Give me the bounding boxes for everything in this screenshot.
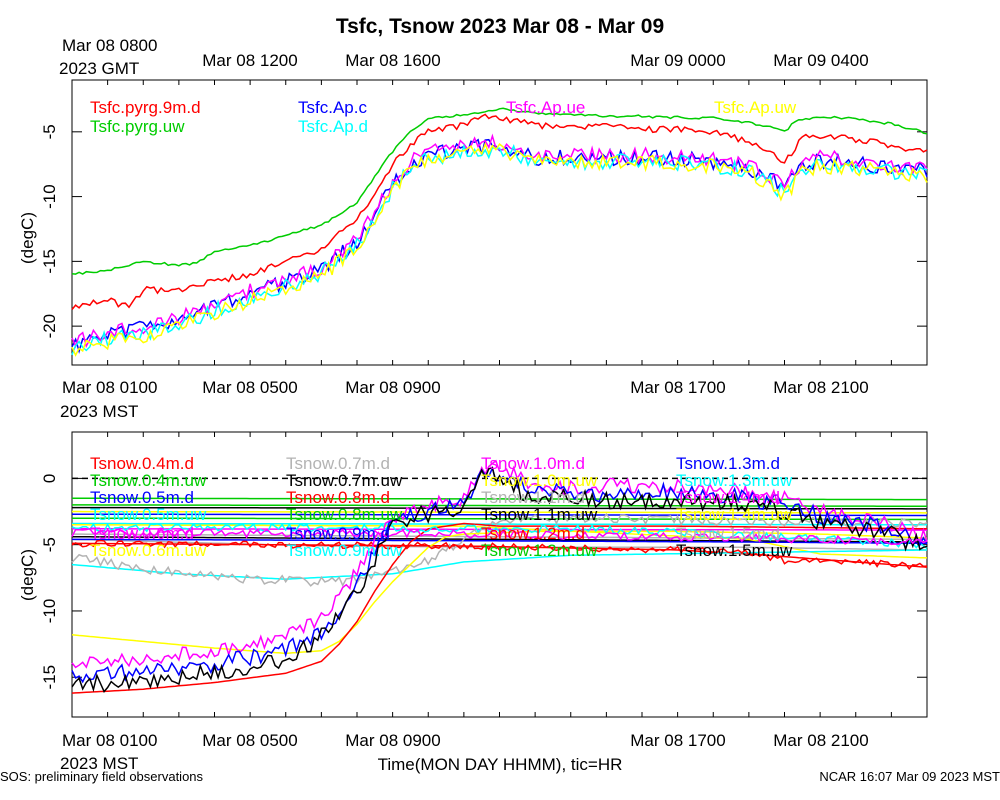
mid-axis-tick-labels: Mar 08 0500 Mar 08 0900 Mar 08 1700 Mar 08 …	[202, 378, 868, 397]
time-tick-label: Mar 09 0400	[773, 51, 868, 70]
panel-tsnow-y-ticks: -15 -10 -5 0	[40, 432, 928, 717]
series-line-tsnow-1-4m-d	[72, 528, 927, 531]
legend-item: Tsnow.1.5m.d	[676, 524, 780, 543]
panel-tsnow-ylabel: (degC)	[18, 549, 37, 601]
y-tick-label: -20	[40, 314, 59, 339]
chart-title: Tsfc, Tsnow 2023 Mar 08 - Mar 09	[336, 15, 664, 38]
series-line-tsnow-0-6m-uw	[71, 530, 928, 655]
series-line-tsnow-0-4m-d	[71, 539, 928, 570]
legend-item: Tsnow.0.8m.d	[286, 488, 390, 507]
legend-item: Tsnow.0.5m.d	[90, 488, 194, 507]
legend-item: Tsnow.1.4m.uw	[676, 505, 793, 524]
legend-item: Tsnow.0.9m.d	[286, 524, 390, 543]
series-line-tsnow-1-2m-uw	[72, 517, 927, 521]
panel-tsfc-legend: Tsfc.pyrg.9m.dTsfc.pyrg.uwTsfc.Ap.cTsfc.…	[90, 98, 797, 136]
time-tick-label: Mar 08 1200	[202, 51, 297, 70]
series-line-tsfc-pyrg-uw	[71, 107, 928, 275]
series-line-tsnow-1-2m-d	[71, 542, 928, 568]
top-axis-timezone: 2023 GMT	[59, 59, 139, 78]
series-line-tsnow-0-8m-d	[71, 522, 928, 694]
series-line-tsfc-ap-d	[71, 143, 928, 356]
legend-item: Tsnow.0.7m.uw	[286, 471, 403, 490]
y-tick-label: -5	[40, 124, 59, 139]
y-tick-label: -15	[40, 665, 59, 690]
panel-tsfc-ylabel: (degC)	[18, 212, 37, 264]
legend-item: Tsnow.1.0m.d	[481, 454, 585, 473]
y-tick-label: -15	[40, 249, 59, 274]
panel-tsnow-series	[71, 459, 928, 694]
series-line-tsnow-1-0m-d	[71, 459, 928, 669]
bottom-axis-timezone: 2023 MST	[60, 754, 138, 773]
time-tick-label: Mar 08 2100	[773, 378, 868, 397]
legend-item: Tsnow.0.4m.d	[90, 454, 194, 473]
series-line-tsnow-0-8m-uw	[72, 504, 927, 507]
legend-item: Tsnow.0.7m.d	[286, 454, 390, 473]
time-tick-label: Mar 08 2100	[773, 731, 868, 750]
series-line-tsnow-1-3m-d	[72, 513, 927, 517]
time-tick-label: Mar 08 1600	[345, 51, 440, 70]
series-line-tsfc-pyrg-9m-d	[71, 113, 928, 310]
time-tick-label: Mar 09 0000	[630, 51, 725, 70]
series-line-tsnow-0-6m-d	[71, 527, 928, 547]
series-line-tsnow-0-7m-uw	[71, 466, 928, 693]
y-tick-label: -10	[40, 599, 59, 624]
series-line-tsnow-0-4m-uw	[72, 497, 927, 501]
time-tick-label: Mar 08 0900	[345, 731, 440, 750]
bottom-axis-tick-labels: Mar 08 0500 Mar 08 0900 Mar 08 1700 Mar 08 …	[202, 731, 868, 750]
legend-item: Tsfc.pyrg.9m.d	[90, 98, 201, 117]
legend-item: Tsnow.0.4m.uw	[90, 471, 207, 490]
legend-item: Tsnow.1.4m.d	[676, 488, 780, 507]
legend-item: Tsnow.1.2m.d	[481, 524, 585, 543]
panel-tsfc-y-ticks: -20 -15 -10 -5	[40, 80, 928, 365]
top-axis-first-label: Mar 08 0800	[62, 36, 157, 55]
mid-axis-first-label: Mar 08 0100	[62, 378, 157, 397]
legend-item: Tsnow.1.0m.uw	[481, 471, 598, 490]
y-tick-label: 0	[40, 474, 59, 483]
time-tick-label: Mar 08 0500	[202, 731, 297, 750]
time-tick-label: Mar 08 1700	[630, 731, 725, 750]
legend-item: Tsfc.Ap.d	[298, 117, 368, 136]
panel-tsfc-series	[71, 107, 928, 357]
legend-item: Tsfc.Ap.c	[298, 98, 367, 117]
legend-item: Tsnow.0.8m.uw	[286, 505, 403, 524]
bottom-axis-first-label: Mar 08 0100	[62, 731, 157, 750]
legend-item: Tsfc.Ap.ue	[506, 98, 585, 117]
legend-item: Tsfc.Ap.uw	[714, 98, 797, 117]
mid-axis-timezone: 2023 MST	[60, 402, 138, 421]
series-line-tsfc-ap-uw	[71, 141, 928, 357]
series-line-tsnow-1-0m-uw	[72, 510, 927, 514]
legend-item: Tsnow.1.1m.uw	[481, 505, 598, 524]
legend-item: Tsnow.1.2m.uw	[481, 541, 598, 560]
legend-item: Tsnow.1.3m.uw	[676, 471, 793, 490]
legend-item: Tsfc.pyrg.uw	[90, 117, 185, 136]
series-line-tsnow-1-1m-uw	[72, 506, 927, 510]
panel-tsnow-legend: Tsnow.0.4m.dTsnow.0.4m.uwTsnow.0.5m.dTsn…	[90, 454, 793, 560]
legend-item: Tsnow.1.3m.d	[676, 454, 780, 473]
x-axis-label: Time(MON DAY HHMM), tic=HR	[378, 755, 623, 774]
y-tick-label: -5	[40, 537, 59, 552]
legend-item: Tsnow.0.6m.uw	[90, 541, 207, 560]
series-line-tsnow-0-9m-d	[72, 538, 927, 545]
series-line-tsnow-1-4m-uw	[72, 524, 928, 559]
legend-item: Tsnow.0.9m.uw	[286, 541, 403, 560]
series-line-tsnow-1-5m-uw	[72, 535, 927, 543]
top-axis-tick-labels: Mar 08 1200 Mar 08 1600 Mar 09 0000 Mar 09 …	[202, 51, 868, 70]
series-line-tsnow-0-5m-uw	[71, 522, 928, 549]
legend-item: Tsnow.1.1m.d	[481, 488, 585, 507]
time-tick-label: Mar 08 0900	[345, 378, 440, 397]
time-tick-label: Mar 08 0500	[202, 378, 297, 397]
legend-item: Tsnow.1.5m.uw	[676, 541, 793, 560]
footer-timestamp: NCAR 16:07 Mar 09 2023 MST	[819, 769, 1000, 784]
time-tick-label: Mar 08 1700	[630, 378, 725, 397]
series-line-tsnow-0-7m-d	[71, 512, 928, 588]
y-tick-label: -10	[40, 184, 59, 209]
legend-item: Tsnow.0.5m.uw	[90, 505, 207, 524]
footer-source: SOS: preliminary field observations	[0, 769, 204, 784]
legend-item: Tsnow.0.6m.d	[90, 524, 194, 543]
